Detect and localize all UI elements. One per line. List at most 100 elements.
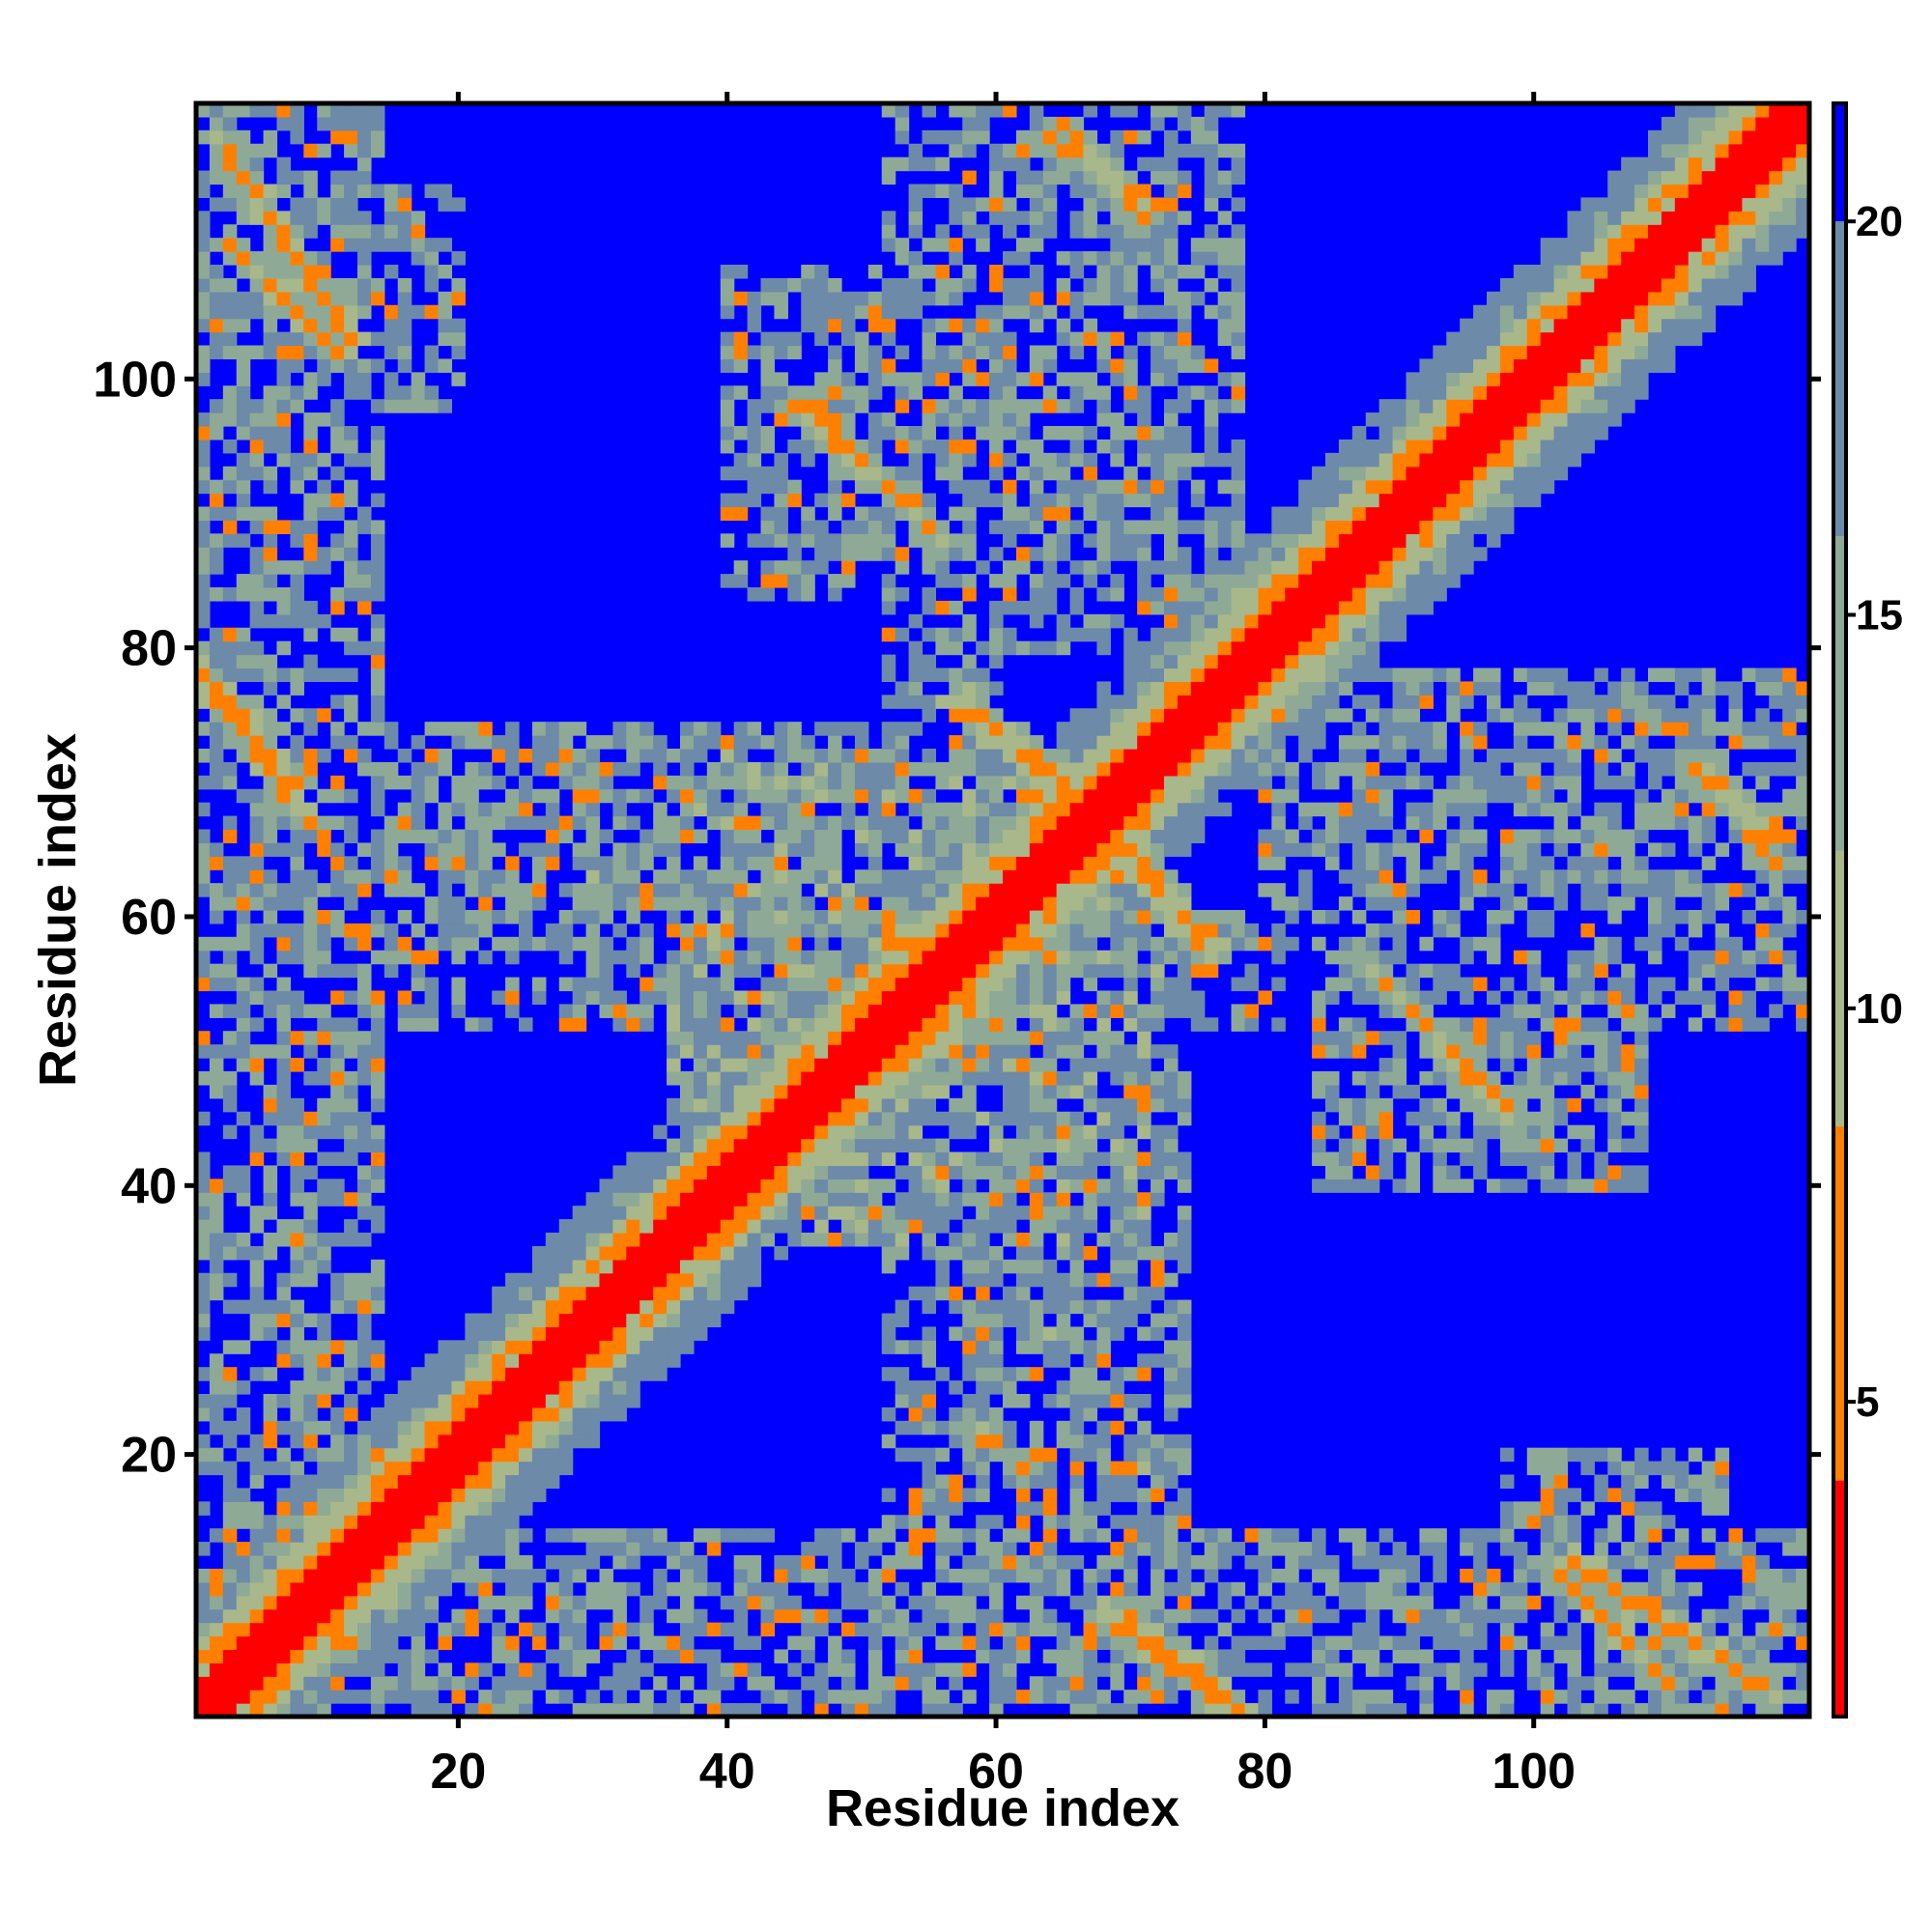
heatmap-cell — [344, 358, 358, 373]
heatmap-cell — [801, 1542, 815, 1556]
heatmap-cell — [774, 479, 788, 495]
heatmap-cell — [196, 1394, 211, 1408]
heatmap-cell — [599, 1206, 614, 1220]
heatmap-cell — [1151, 1515, 1165, 1529]
heatmap-cell — [209, 1528, 224, 1543]
heatmap-cell — [344, 883, 358, 897]
heatmap-cell — [720, 265, 735, 279]
heatmap-cell — [1137, 224, 1151, 239]
heatmap-cell — [1083, 1501, 1098, 1516]
heatmap-cell — [222, 1367, 238, 1381]
heatmap-cell — [276, 722, 292, 736]
heatmap-cell — [976, 1622, 990, 1637]
heatmap-cell — [733, 1528, 749, 1543]
heatmap-cell — [667, 749, 681, 763]
heatmap-cell — [935, 1595, 950, 1610]
heatmap-cell — [424, 184, 440, 199]
heatmap-cell — [290, 1353, 304, 1368]
heatmap-cell — [706, 1313, 722, 1328]
heatmap-cell — [209, 493, 224, 508]
heatmap-cell — [1123, 170, 1138, 185]
heatmap-cell — [1151, 1272, 1165, 1288]
heatmap-cell — [276, 331, 292, 347]
heatmap-cell — [720, 1031, 735, 1045]
heatmap-cell — [720, 923, 735, 938]
heatmap-cell — [922, 1233, 937, 1247]
heatmap-cell — [908, 1676, 923, 1690]
heatmap-cell — [558, 883, 574, 897]
heatmap-cell — [1151, 1542, 1165, 1556]
heatmap-cell — [209, 842, 224, 857]
heatmap-cell — [922, 1151, 937, 1167]
heatmap-cell — [1069, 1272, 1085, 1288]
heatmap-cell — [801, 735, 815, 750]
heatmap-cell — [922, 977, 937, 992]
heatmap-cell — [1015, 749, 1031, 763]
heatmap-cell — [1003, 1111, 1017, 1126]
heatmap-cell — [303, 1703, 318, 1718]
heatmap-cell — [344, 627, 358, 642]
heatmap-cell — [330, 1676, 345, 1690]
heatmap-cell — [801, 560, 815, 575]
heatmap-cell — [411, 950, 426, 965]
heatmap-cell — [222, 277, 238, 293]
heatmap-cell — [1003, 1151, 1017, 1167]
heatmap-cell — [330, 1447, 345, 1463]
heatmap-cell — [1096, 1528, 1111, 1543]
heatmap-cell — [989, 1542, 1004, 1556]
heatmap-cell — [801, 802, 815, 817]
heatmap-cell — [424, 265, 440, 279]
heatmap-cell — [344, 1111, 358, 1126]
heatmap-cell — [1015, 277, 1031, 293]
heatmap-cell — [1029, 1447, 1044, 1463]
heatmap-cell — [196, 1542, 211, 1556]
heatmap-cell — [196, 829, 211, 844]
heatmap-cell — [801, 1165, 815, 1179]
heatmap-cell — [667, 1690, 681, 1704]
heatmap-cell — [867, 963, 883, 979]
heatmap-cell — [976, 1568, 990, 1583]
heatmap-cell — [290, 116, 304, 131]
heatmap-cell — [303, 1635, 318, 1651]
heatmap-cell — [935, 1690, 950, 1704]
heatmap-cell — [236, 452, 251, 468]
heatmap-cell — [949, 574, 963, 588]
heatmap-cell — [222, 1635, 238, 1651]
heatmap-cell — [626, 1676, 640, 1690]
heatmap-cell — [1015, 600, 1031, 615]
heatmap-cell — [733, 802, 749, 817]
heatmap-cell — [1029, 1206, 1044, 1220]
heatmap-cell — [1056, 372, 1071, 386]
heatmap-cell — [196, 640, 211, 656]
heatmap-cell — [558, 1326, 574, 1341]
heatmap-cell — [424, 1353, 440, 1368]
heatmap-cell — [384, 1474, 399, 1490]
heatmap-cell — [263, 654, 278, 669]
heatmap-cell — [693, 1528, 708, 1543]
heatmap-cell — [922, 829, 937, 844]
heatmap-cell — [693, 950, 708, 965]
heatmap-cell — [828, 1206, 842, 1220]
heatmap-cell — [303, 1044, 318, 1059]
heatmap-cell — [572, 936, 587, 952]
heatmap-cell — [424, 1690, 440, 1704]
heatmap-cell — [344, 560, 358, 575]
heatmap-cell — [720, 1017, 735, 1032]
heatmap-cell — [1056, 749, 1071, 763]
heatmap-cell — [1042, 304, 1058, 320]
heatmap-cell — [492, 1649, 506, 1663]
heatmap-cell — [424, 1474, 440, 1490]
heatmap-cell — [976, 708, 990, 723]
heatmap-cell — [1015, 788, 1031, 804]
heatmap-cell — [760, 587, 776, 602]
heatmap-cell — [263, 1542, 278, 1556]
heatmap-cell — [1151, 829, 1165, 844]
heatmap-cell — [922, 802, 937, 817]
heatmap-cell — [330, 1071, 345, 1086]
heatmap-cell — [733, 1004, 749, 1018]
heatmap-cell — [801, 1635, 815, 1651]
heatmap-cell — [1015, 129, 1031, 145]
heatmap-cell — [196, 587, 211, 602]
heatmap-cell — [585, 788, 601, 804]
heatmap-cell — [303, 775, 318, 790]
